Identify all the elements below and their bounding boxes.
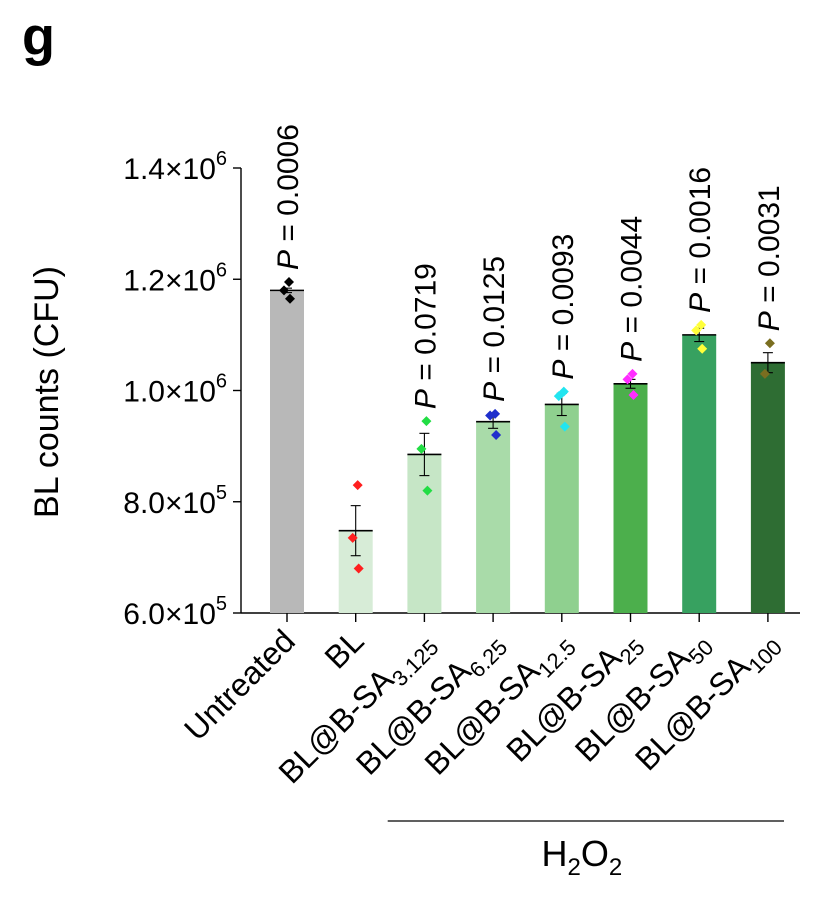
data-point: [559, 421, 570, 432]
x-tick-label-layer: Untreated BLBL@B-SA3.125BL@B-SA6.25BL@B-S…: [177, 622, 787, 790]
y-tick-label: 1.4×106: [123, 148, 227, 186]
data-point: [697, 343, 708, 354]
p-symbol: P: [616, 342, 649, 362]
x-tick-label-base: BL: [318, 622, 371, 675]
p-symbol: P: [272, 250, 305, 270]
p-value-text: = 0.0006: [272, 124, 305, 250]
p-symbol: P: [547, 360, 580, 380]
data-point: [491, 430, 502, 440]
p-value-text: = 0.0125: [478, 256, 511, 382]
p-value-label: P = 0.0093: [547, 234, 580, 380]
p-value-text: = 0.0719: [409, 263, 442, 389]
y-tick-exponent: 6: [216, 148, 227, 170]
p-value-text: = 0.0044: [616, 216, 649, 342]
y-tick-exponent: 6: [216, 371, 227, 393]
data-point: [353, 563, 364, 574]
data-point: [622, 374, 633, 385]
y-tick-mantissa: 1.0×10: [123, 376, 216, 409]
data-point: [421, 416, 432, 427]
data-point: [696, 319, 707, 330]
data-point: [553, 391, 564, 402]
data-point: [691, 325, 702, 336]
bar: [750, 362, 785, 613]
x-tick-label: Untreated: [177, 622, 302, 747]
data-point: [279, 285, 289, 296]
p-value-label: P = 0.0031: [753, 185, 786, 331]
bar: [270, 290, 304, 613]
data-point: [485, 410, 496, 421]
data-point: [764, 338, 775, 349]
y-tick-mantissa: 1.2×10: [123, 264, 216, 297]
data-point: [285, 293, 295, 304]
y-tick-mantissa: 6.0×10: [123, 598, 216, 631]
p-value-label: P = 0.0006: [272, 124, 305, 270]
bar: [613, 383, 648, 613]
data-point: [422, 485, 433, 496]
y-tick-label: 1.2×106: [123, 259, 227, 297]
p-value-text: = 0.0016: [684, 167, 717, 293]
bar: [682, 334, 717, 613]
p-value-label: P = 0.0044: [616, 216, 649, 362]
p-value-label: P = 0.0719: [409, 263, 442, 409]
y-tick-label: 1.0×106: [123, 371, 227, 409]
y-tick-label: 6.0×105: [123, 593, 227, 631]
y-tick-label: 8.0×105: [123, 482, 227, 520]
x-tick-label-base: Untreated: [177, 622, 302, 747]
data-point: [347, 532, 358, 543]
p-value-label: P = 0.0016: [684, 167, 717, 313]
data-point: [628, 389, 639, 400]
group-label-sub2: 2: [609, 854, 622, 881]
bar: [476, 421, 511, 613]
p-symbol: P: [753, 311, 786, 331]
y-tick-exponent: 5: [216, 593, 227, 615]
data-point: [284, 277, 294, 288]
data-point: [416, 443, 427, 454]
group-label-sub1: 2: [567, 854, 580, 881]
group-label-h: H: [541, 833, 567, 874]
p-symbol: P: [409, 389, 442, 409]
data-point: [627, 368, 638, 379]
p-value-text: = 0.0093: [547, 234, 580, 360]
x-tick-label: BL: [318, 622, 371, 675]
p-value-label: P = 0.0125: [478, 256, 511, 402]
y-axis-label: BL counts (CFU): [28, 266, 66, 518]
bar: [544, 404, 579, 613]
y-tick-mantissa: 8.0×10: [123, 487, 216, 520]
h2o2-group-label: H2O2: [541, 833, 622, 881]
panel-label: g: [22, 7, 55, 67]
y-tick-exponent: 6: [216, 259, 227, 281]
p-symbol: P: [478, 382, 511, 402]
p-symbol: P: [684, 293, 717, 313]
data-point: [352, 480, 363, 491]
p-value-text: = 0.0031: [753, 185, 786, 311]
data-point: [759, 368, 770, 379]
y-tick-exponent: 5: [216, 482, 227, 504]
y-tick-mantissa: 1.4×10: [123, 153, 216, 186]
group-label-o: O: [581, 833, 609, 874]
bars-layer: [270, 277, 785, 613]
bar: [407, 454, 442, 613]
